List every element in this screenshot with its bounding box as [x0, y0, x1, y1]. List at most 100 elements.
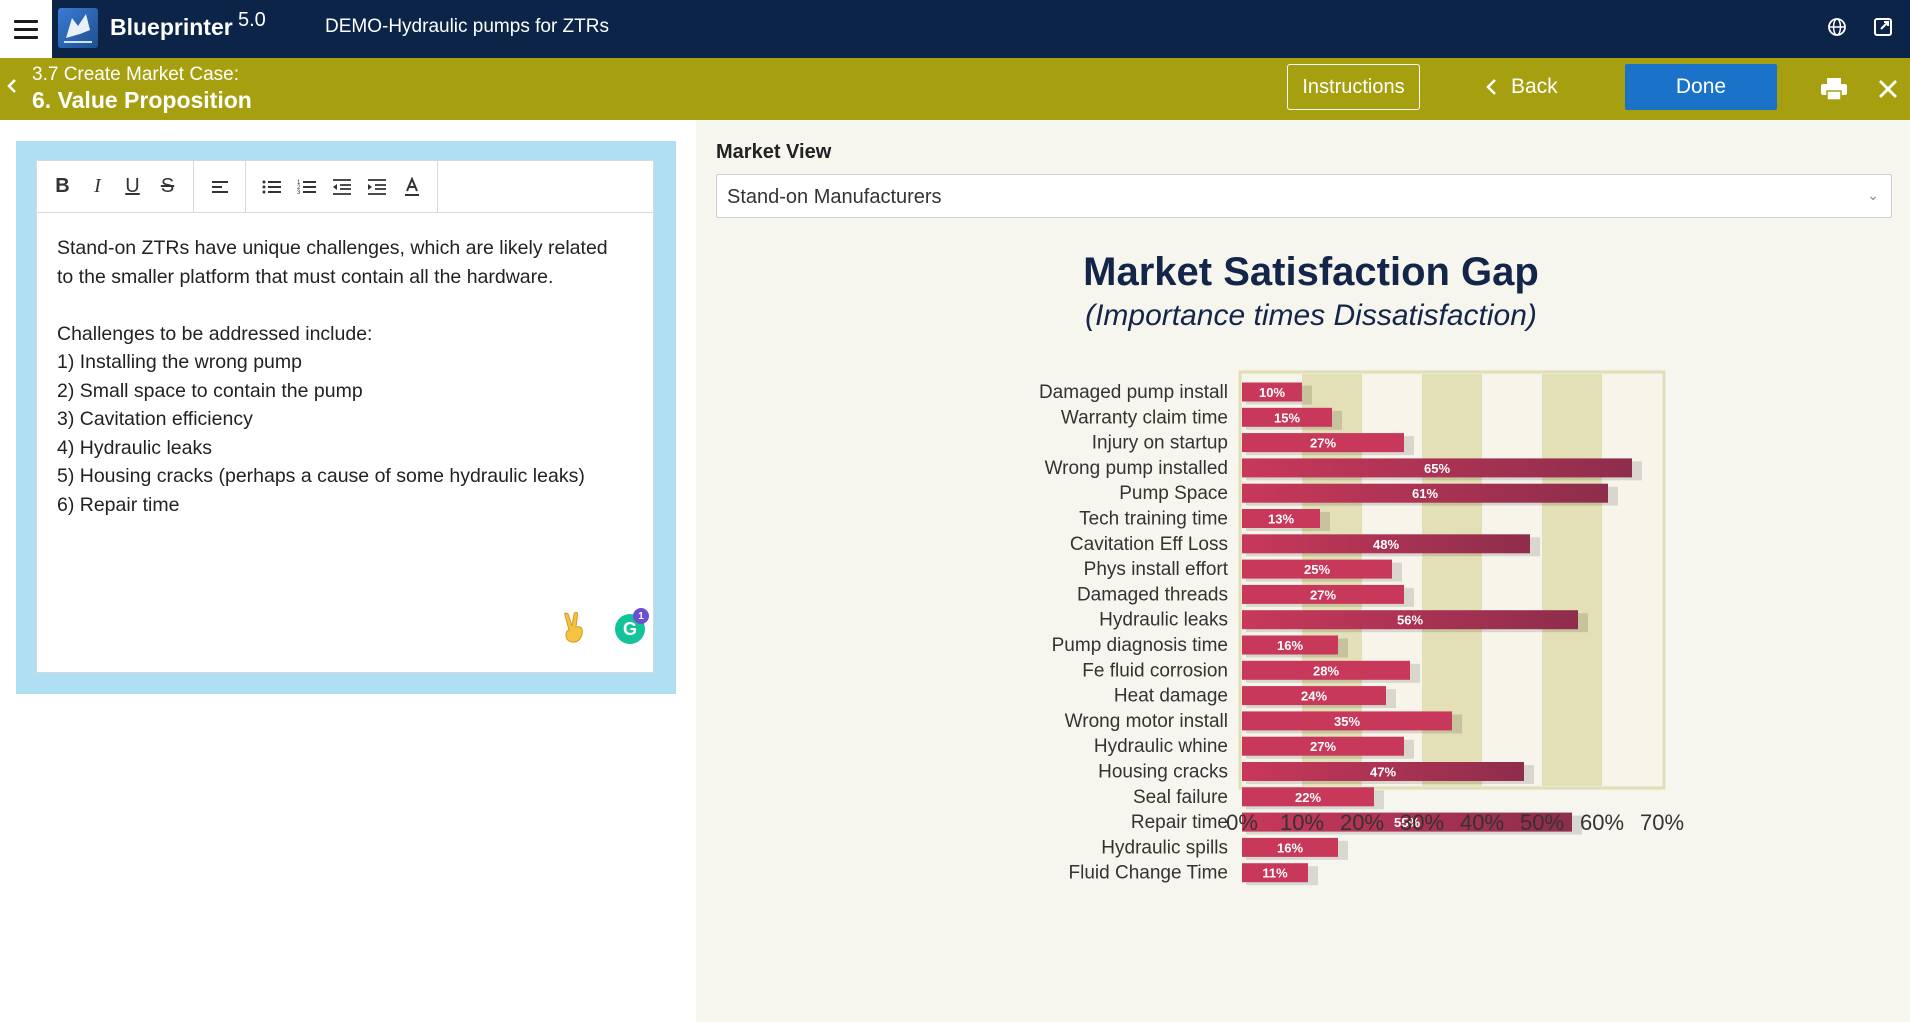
category-label: Hydraulic leaks — [1099, 610, 1228, 631]
category-label: Wrong motor install — [1065, 711, 1228, 732]
bar-value-label: 13% — [1268, 512, 1294, 527]
editor-line: to the smaller platform that must contai… — [57, 265, 554, 288]
bar — [1242, 787, 1374, 807]
bar — [1242, 711, 1452, 731]
bar-value-label: 15% — [1274, 410, 1300, 425]
editor-line: 5) Housing cracks (perhaps a cause of so… — [57, 465, 585, 487]
bar — [1242, 509, 1320, 528]
app-version: 5.0 — [238, 9, 266, 31]
bar — [1242, 812, 1572, 832]
category-label: Pump diagnosis time — [1052, 635, 1228, 656]
market-view-label: Market View — [716, 141, 832, 163]
close-icon[interactable] — [1874, 75, 1902, 103]
bar-value-label: 56% — [1397, 613, 1423, 628]
bar — [1242, 837, 1338, 857]
category-label: Fe fluid corrosion — [1082, 660, 1228, 681]
italic-icon[interactable]: I — [94, 175, 101, 197]
editor-content[interactable]: Stand-on ZTRs have unique challenges, wh… — [37, 213, 653, 540]
category-label: Pump Space — [1119, 483, 1228, 504]
step-number: 3.7 Create Market Case: — [32, 64, 239, 85]
bar — [1242, 610, 1578, 630]
editor-line: 4) Hydraulic leaks — [57, 436, 212, 459]
bar-value-label: 16% — [1277, 638, 1303, 653]
print-icon[interactable] — [1820, 75, 1848, 103]
bar — [1242, 382, 1302, 402]
instructions-button[interactable]: Instructions — [1287, 64, 1420, 110]
category-label: Cavitation Eff Loss — [1070, 534, 1228, 555]
bar — [1242, 433, 1404, 453]
bar-value-label: 24% — [1301, 689, 1327, 704]
category-label: Phys install effort — [1084, 559, 1229, 580]
x-tick-label: 10% — [1280, 810, 1324, 835]
category-label: Warranty claim time — [1061, 407, 1228, 428]
app-brand: Blueprinter — [110, 14, 233, 40]
grammarly-icon[interactable]: G 1 — [615, 608, 649, 644]
back-button[interactable]: Back — [1485, 66, 1595, 108]
text-color-icon[interactable] — [396, 172, 427, 202]
step-title: 6. Value Proposition — [32, 87, 252, 113]
editor-line: Challenges to be addressed include: — [57, 322, 373, 345]
category-label: Damaged pump install — [1039, 382, 1228, 403]
bar — [1242, 736, 1404, 756]
x-tick-label: 20% — [1340, 810, 1384, 835]
outdent-icon[interactable] — [326, 172, 357, 202]
svg-text:1: 1 — [297, 180, 301, 186]
bar — [1242, 458, 1632, 478]
category-label: Hydraulic whine — [1094, 736, 1228, 757]
done-button[interactable]: Done — [1625, 64, 1777, 110]
x-tick-label: 30% — [1400, 810, 1444, 835]
chart-title: Market Satisfaction Gap — [1083, 250, 1539, 294]
category-label: Fluid Change Time — [1069, 863, 1228, 884]
project-name[interactable]: DEMO-Hydraulic pumps for ZTRs — [325, 16, 609, 37]
bar-value-label: 61% — [1412, 486, 1438, 501]
category-label: Hydraulic spills — [1101, 837, 1228, 858]
chevron-left-icon[interactable] — [6, 76, 18, 102]
bar — [1242, 660, 1410, 680]
x-tick-label: 50% — [1520, 810, 1564, 835]
back-label: Back — [1511, 75, 1558, 98]
market-view-selected: Stand-on Manufacturers — [727, 186, 942, 208]
peace-hand-icon[interactable] — [560, 611, 592, 644]
bar-value-label: 55% — [1394, 815, 1420, 830]
x-tick-label: 60% — [1580, 810, 1624, 835]
menu-icon[interactable] — [0, 0, 52, 58]
bullet-list-icon[interactable] — [256, 172, 287, 202]
category-label: Wrong pump installed — [1045, 458, 1228, 479]
chart-subtitle: (Importance times Dissatisfaction) — [1085, 299, 1537, 332]
category-label: Heat damage — [1114, 686, 1228, 707]
bar-value-label: 27% — [1310, 587, 1336, 602]
bar — [1242, 635, 1338, 655]
bold-icon[interactable]: B — [55, 175, 70, 197]
satisfaction-gap-chart: Market Satisfaction Gap (Importance times… — [1039, 250, 1684, 886]
bar — [1242, 762, 1524, 781]
grid-band — [1542, 374, 1602, 786]
align-left-icon[interactable] — [204, 172, 235, 202]
bar — [1242, 686, 1386, 706]
bar — [1242, 863, 1308, 883]
bar-value-label: 25% — [1304, 562, 1330, 577]
editor-line: Stand-on ZTRs have unique challenges, wh… — [57, 237, 608, 259]
market-view-panel: Market View Stand-on Manufacturers ⌄ Mar… — [696, 120, 1910, 1022]
x-tick-label: 0% — [1226, 810, 1258, 835]
editor-line: 2) Small space to contain the pump — [57, 379, 363, 402]
blueprinter-logo — [58, 8, 98, 48]
exit-icon[interactable] — [1870, 14, 1896, 40]
grammarly-badge: 1 — [633, 608, 649, 624]
editor-line — [57, 291, 633, 320]
market-view-select[interactable]: Stand-on Manufacturers ⌄ — [716, 174, 1892, 218]
indent-icon[interactable] — [361, 172, 392, 202]
category-label: Seal failure — [1133, 787, 1228, 808]
editor-line: 3) Cavitation efficiency — [57, 408, 253, 430]
underline-icon[interactable]: U — [125, 175, 140, 197]
svg-text:2: 2 — [297, 185, 301, 191]
svg-text:3: 3 — [297, 190, 301, 196]
bar — [1242, 559, 1392, 579]
strikethrough-icon[interactable]: S — [160, 175, 175, 197]
globe-icon[interactable] — [1824, 14, 1850, 40]
top-app-bar: Blueprinter 5.0 DEMO-Hydraulic pumps for… — [0, 0, 1910, 58]
